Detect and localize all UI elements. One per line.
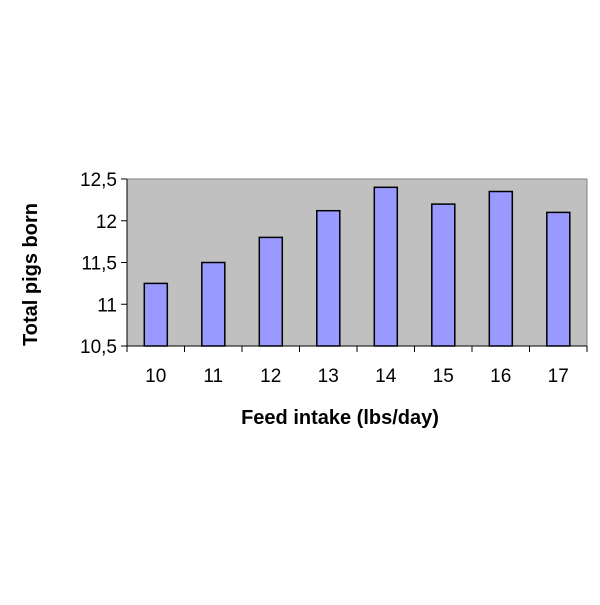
bar-15 <box>431 203 456 347</box>
x-tick-label: 11 <box>203 366 223 387</box>
bar-13 <box>316 209 341 347</box>
bar-10 <box>143 282 169 347</box>
y-tick-label: 10,5 <box>80 337 117 358</box>
x-tick-label: 10 <box>145 366 166 387</box>
plot-area <box>126 178 588 347</box>
bar-11 <box>201 261 226 347</box>
labels-layer: 10,5 11 11,5 12 12,5 10 11 12 13 14 15 16 17 <box>80 170 569 387</box>
x-tick-label: 17 <box>548 366 569 387</box>
y-tick-label: 11 <box>97 295 117 316</box>
axes-layer <box>121 178 588 352</box>
bar-14 <box>373 186 399 347</box>
bars-layer <box>143 186 571 347</box>
x-tick-label: 12 <box>260 366 281 387</box>
x-tick-label: 14 <box>375 366 397 387</box>
x-tick-label: 13 <box>318 366 339 387</box>
bar-12 <box>258 236 284 347</box>
x-tick-label: 15 <box>433 366 454 387</box>
y-tick-label: 12,5 <box>80 170 117 191</box>
x-axis-title: Feed intake (lbs/day) <box>241 407 439 429</box>
x-tick-label: 16 <box>490 366 511 387</box>
bar-17 <box>546 211 571 347</box>
y-tick-label: 12 <box>96 212 117 233</box>
y-axis-title: Total pigs born <box>20 203 42 346</box>
bar-16 <box>488 190 514 347</box>
y-tick-label: 11,5 <box>81 254 117 275</box>
